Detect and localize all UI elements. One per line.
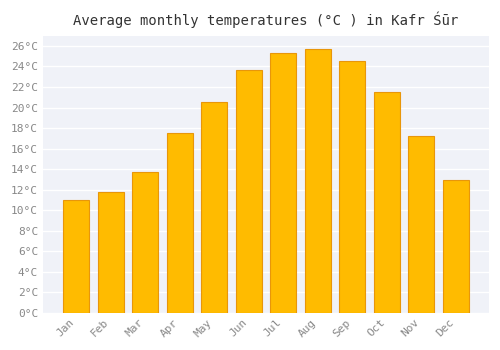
Bar <box>339 61 365 313</box>
Bar <box>166 133 192 313</box>
Bar <box>63 200 89 313</box>
Bar <box>201 103 227 313</box>
Bar <box>236 70 262 313</box>
Bar <box>442 180 468 313</box>
Bar <box>304 49 330 313</box>
Bar <box>408 136 434 313</box>
Bar <box>374 92 400 313</box>
Bar <box>98 191 124 313</box>
Title: Average monthly temperatures (°C ) in Kafr Śūr: Average monthly temperatures (°C ) in Ka… <box>74 11 458 28</box>
Bar <box>132 172 158 313</box>
Bar <box>270 53 296 313</box>
